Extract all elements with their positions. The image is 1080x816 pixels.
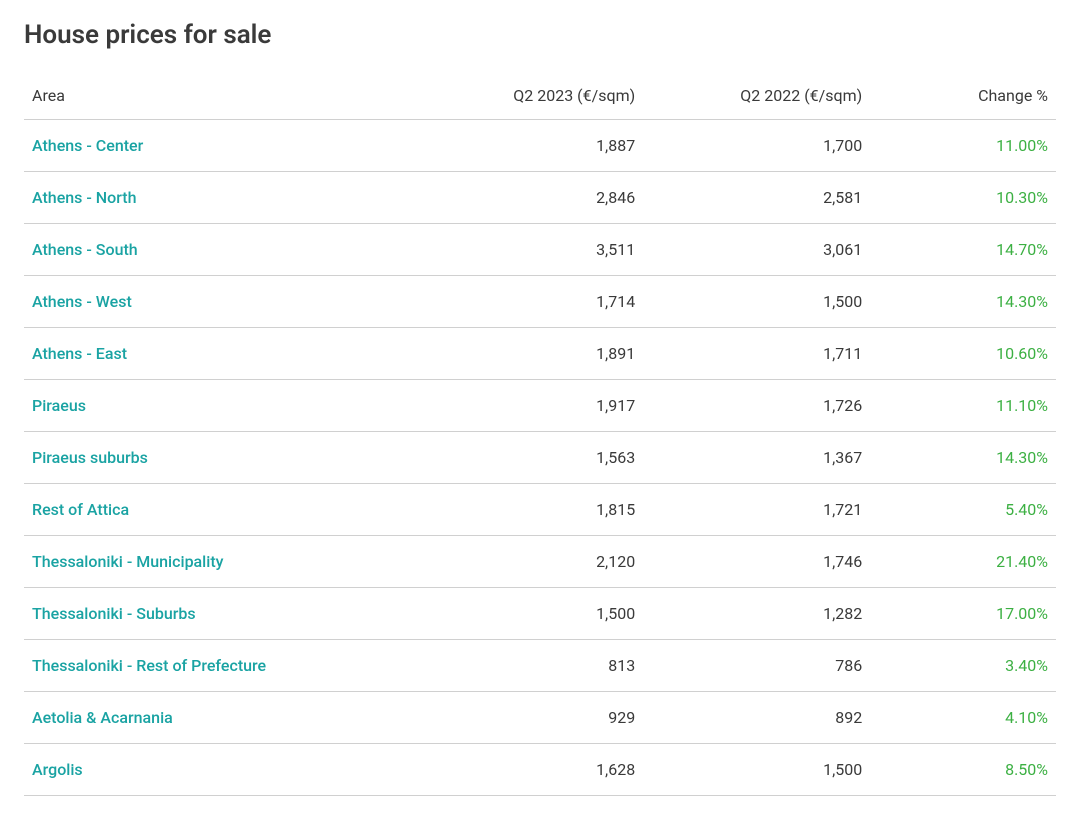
cell-change: 14.70% (870, 224, 1056, 276)
table-row: Athens - South 3,5113,06114.70% (24, 224, 1056, 276)
cell-q2-2023: 2,846 (416, 172, 643, 224)
table-row: Piraeus suburbs 1,5631,36714.30% (24, 432, 1056, 484)
col-header-q2-2023: Q2 2023 (€/sqm) (416, 74, 643, 120)
table-row: Athens - North 2,8462,58110.30% (24, 172, 1056, 224)
table-row: Piraeus 1,9171,72611.10% (24, 380, 1056, 432)
area-link[interactable]: Athens - East (32, 344, 127, 363)
cell-q2-2023: 1,917 (416, 380, 643, 432)
cell-q2-2022: 3,061 (643, 224, 870, 276)
cell-q2-2022: 1,500 (643, 276, 870, 328)
area-link[interactable]: Aetolia & Acarnania (32, 708, 173, 727)
cell-change: 8.50% (870, 744, 1056, 796)
cell-area: Athens - West (24, 276, 416, 328)
cell-q2-2023: 3,511 (416, 224, 643, 276)
cell-q2-2022: 2,581 (643, 172, 870, 224)
cell-q2-2023: 1,891 (416, 328, 643, 380)
cell-area: Piraeus suburbs (24, 432, 416, 484)
page-title: House prices for sale (24, 20, 1056, 50)
cell-q2-2023: 1,628 (416, 744, 643, 796)
cell-area: Athens - South (24, 224, 416, 276)
area-link[interactable]: Argolis (32, 760, 83, 779)
cell-change: 11.10% (870, 380, 1056, 432)
table-row: Argolis 1,6281,5008.50% (24, 744, 1056, 796)
cell-q2-2023: 1,887 (416, 120, 643, 172)
cell-q2-2022: 892 (643, 692, 870, 744)
table-row: Athens - Center 1,8871,70011.00% (24, 120, 1056, 172)
cell-q2-2023: 1,714 (416, 276, 643, 328)
cell-q2-2023: 1,500 (416, 588, 643, 640)
cell-area: Athens - East (24, 328, 416, 380)
cell-change: 21.40% (870, 536, 1056, 588)
cell-q2-2023: 813 (416, 640, 643, 692)
cell-q2-2022: 1,726 (643, 380, 870, 432)
prices-table: Area Q2 2023 (€/sqm) Q2 2022 (€/sqm) Cha… (24, 74, 1056, 796)
area-link[interactable]: Rest of Attica (32, 500, 129, 519)
cell-q2-2022: 1,746 (643, 536, 870, 588)
cell-area: Aetolia & Acarnania (24, 692, 416, 744)
area-link[interactable]: Piraeus suburbs (32, 448, 148, 467)
cell-change: 14.30% (870, 276, 1056, 328)
area-link[interactable]: Thessaloniki - Suburbs (32, 604, 196, 623)
cell-area: Athens - North (24, 172, 416, 224)
col-header-area: Area (24, 74, 416, 120)
table-row: Rest of Attica 1,8151,7215.40% (24, 484, 1056, 536)
table-header-row: Area Q2 2023 (€/sqm) Q2 2022 (€/sqm) Cha… (24, 74, 1056, 120)
area-link[interactable]: Thessaloniki - Rest of Prefecture (32, 656, 266, 675)
table-row: Thessaloniki - Rest of Prefecture 8137863… (24, 640, 1056, 692)
cell-change: 17.00% (870, 588, 1056, 640)
table-row: Thessaloniki - Municipality 2,1201,74621.… (24, 536, 1056, 588)
cell-q2-2022: 1,721 (643, 484, 870, 536)
cell-area: Thessaloniki - Suburbs (24, 588, 416, 640)
cell-area: Rest of Attica (24, 484, 416, 536)
table-row: Aetolia & Acarnania 9298924.10% (24, 692, 1056, 744)
cell-q2-2023: 929 (416, 692, 643, 744)
cell-q2-2023: 1,563 (416, 432, 643, 484)
cell-change: 3.40% (870, 640, 1056, 692)
cell-q2-2022: 1,700 (643, 120, 870, 172)
area-link[interactable]: Athens - Center (32, 136, 143, 155)
cell-area: Athens - Center (24, 120, 416, 172)
cell-q2-2022: 1,500 (643, 744, 870, 796)
cell-change: 11.00% (870, 120, 1056, 172)
area-link[interactable]: Athens - West (32, 292, 132, 311)
cell-q2-2023: 1,815 (416, 484, 643, 536)
cell-q2-2022: 1,367 (643, 432, 870, 484)
cell-change: 10.30% (870, 172, 1056, 224)
cell-change: 5.40% (870, 484, 1056, 536)
area-link[interactable]: Thessaloniki - Municipality (32, 552, 224, 571)
cell-area: Thessaloniki - Rest of Prefecture (24, 640, 416, 692)
cell-q2-2022: 786 (643, 640, 870, 692)
area-link[interactable]: Athens - North (32, 188, 137, 207)
area-link[interactable]: Athens - South (32, 240, 138, 259)
cell-q2-2022: 1,711 (643, 328, 870, 380)
col-header-q2-2022: Q2 2022 (€/sqm) (643, 74, 870, 120)
table-row: Athens - East 1,8911,71110.60% (24, 328, 1056, 380)
cell-q2-2022: 1,282 (643, 588, 870, 640)
cell-q2-2023: 2,120 (416, 536, 643, 588)
cell-area: Argolis (24, 744, 416, 796)
table-row: Athens - West 1,7141,50014.30% (24, 276, 1056, 328)
col-header-change: Change % (870, 74, 1056, 120)
table-row: Thessaloniki - Suburbs 1,5001,28217.00% (24, 588, 1056, 640)
cell-change: 14.30% (870, 432, 1056, 484)
cell-area: Piraeus (24, 380, 416, 432)
cell-area: Thessaloniki - Municipality (24, 536, 416, 588)
cell-change: 10.60% (870, 328, 1056, 380)
area-link[interactable]: Piraeus (32, 396, 86, 415)
cell-change: 4.10% (870, 692, 1056, 744)
